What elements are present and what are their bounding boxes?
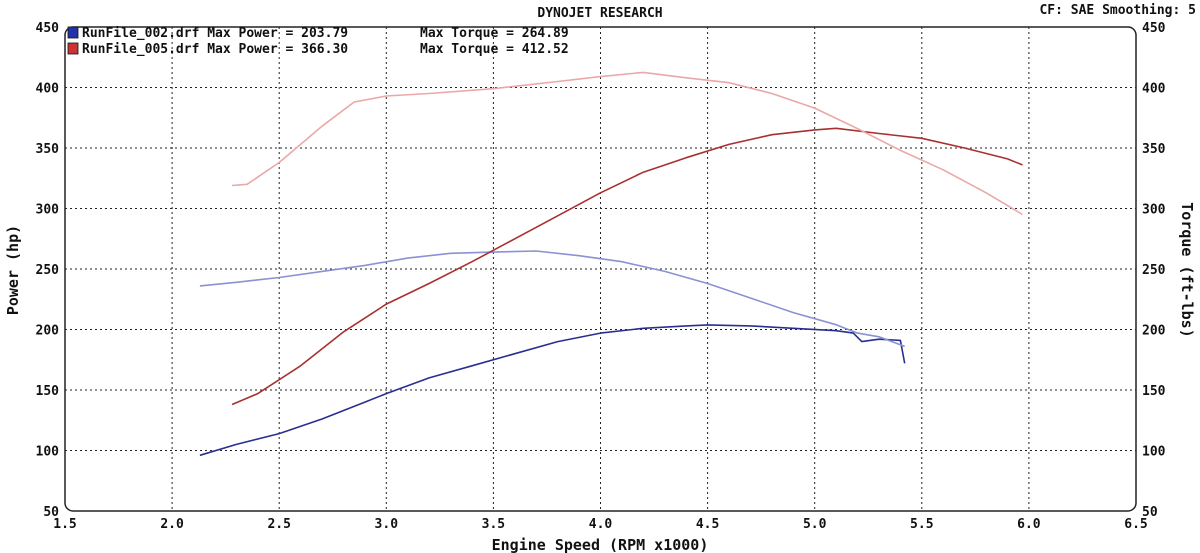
legend-label-run-005: RunFile_005.drf Max Power = 366.30 bbox=[82, 42, 348, 57]
y-tick-label-right: 50 bbox=[1142, 505, 1158, 520]
x-axis-title: Engine Speed (RPM x1000) bbox=[492, 536, 709, 553]
y-tick-label-left: 300 bbox=[36, 203, 60, 218]
y-tick-label-right: 300 bbox=[1142, 203, 1166, 218]
y-tick-label-right: 350 bbox=[1142, 142, 1166, 157]
series-line-runfile-002-drftorque bbox=[199, 250, 905, 348]
y-tick-label-left: 150 bbox=[36, 384, 60, 399]
y-tick-label-left: 400 bbox=[36, 82, 60, 97]
x-tick-label: 2.0 bbox=[160, 517, 184, 532]
x-tick-label: 3.0 bbox=[375, 517, 399, 532]
x-tick-label: 6.5 bbox=[1124, 517, 1147, 532]
series-line-runfile-002-drfpower bbox=[199, 324, 906, 457]
legend: RunFile_002.drf Max Power = 203.79 Max T… bbox=[67, 26, 569, 57]
legend-swatch-run-005 bbox=[67, 42, 79, 55]
y-axis-title-left: Power (hp) bbox=[4, 225, 22, 315]
legend-torque-run-005: Max Torque = 412.52 bbox=[420, 42, 569, 57]
x-tick-label: 1.5 bbox=[53, 517, 76, 532]
legend-torque-run-002: Max Torque = 264.89 bbox=[420, 26, 569, 41]
legend-label-run-002: RunFile_002.drf Max Power = 203.79 bbox=[82, 26, 348, 41]
y-tick-label-left: 200 bbox=[36, 324, 60, 339]
y-tick-label-right: 450 bbox=[1142, 21, 1166, 36]
y-tick-label-right: 150 bbox=[1142, 384, 1166, 399]
grid bbox=[65, 27, 1136, 511]
y-tick-label-left: 100 bbox=[36, 445, 60, 460]
y-tick-label-left: 450 bbox=[36, 21, 60, 36]
y-tick-label-right: 200 bbox=[1142, 324, 1166, 339]
x-tick-label: 4.5 bbox=[696, 517, 719, 532]
x-tick-label: 4.0 bbox=[589, 517, 613, 532]
legend-swatch-run-002 bbox=[67, 26, 79, 39]
y-tick-label-left: 250 bbox=[36, 263, 60, 278]
y-axis-title-right: Torque (ft-lbs) bbox=[1178, 202, 1196, 337]
ticks: 1.5 2.0 2.5 3.0 3.5 4.0 4.5 5.0 5.5 6.0 6.550 50100… bbox=[36, 21, 1166, 532]
x-tick-label: 3.5 bbox=[482, 517, 505, 532]
y-tick-label-left: 350 bbox=[36, 142, 60, 157]
chart-title: DYNOJET RESEARCH bbox=[537, 6, 662, 21]
y-tick-label-right: 400 bbox=[1142, 82, 1166, 97]
correction-factor-label: CF: SAE Smoothing: 5 bbox=[1039, 3, 1196, 18]
x-tick-label: 2.5 bbox=[267, 517, 290, 532]
x-tick-label: 5.5 bbox=[910, 517, 933, 532]
y-tick-label-right: 100 bbox=[1142, 445, 1166, 460]
x-tick-label: 5.0 bbox=[803, 517, 827, 532]
y-tick-label-left: 50 bbox=[43, 505, 59, 520]
y-tick-label-right: 250 bbox=[1142, 263, 1166, 278]
x-tick-label: 6.0 bbox=[1017, 517, 1041, 532]
series-line-runfile-005-drftorque bbox=[232, 71, 1023, 216]
series-line-runfile-005-drfpower bbox=[231, 127, 1023, 406]
series-lines bbox=[199, 71, 1023, 457]
